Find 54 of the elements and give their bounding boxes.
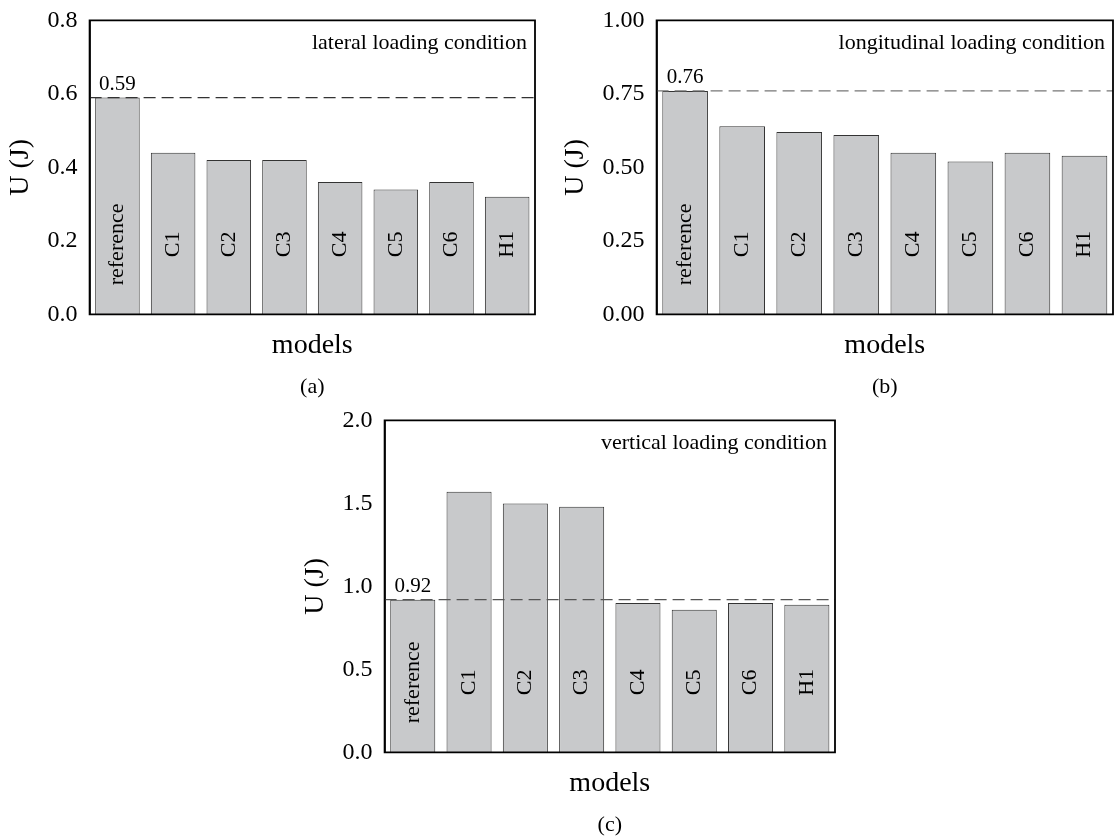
annotation: lateral loading condition [311,29,527,55]
x-tick-label: C3 [270,231,296,258]
y-tick-label: 0.4 [47,152,78,179]
y-tick-label: 0.50 [602,152,645,179]
y-axis-title: U (J) [298,558,330,615]
y-tick-label: 0.25 [602,226,645,253]
y-tick-label: 0.0 [47,299,78,326]
x-tick-label: C3 [567,669,593,696]
y-tick-label: 0.6 [47,79,78,106]
x-tick-label: H1 [792,668,818,696]
x-tick-label: C2 [511,669,537,696]
x-tick-label: reference [670,203,696,286]
x-tick-label: C1 [727,231,753,258]
x-tick-label: C3 [842,231,868,258]
y-axis-title: U (J) [558,139,590,196]
y-axis-title: U (J) [3,139,35,196]
x-tick-label: C6 [736,669,762,696]
x-tick-label: C1 [158,231,184,258]
y-tick-label: 0.5 [342,654,373,681]
x-tick-label: C4 [623,669,649,696]
x-tick-label: C5 [381,231,407,258]
x-tick-label: H1 [1070,230,1096,258]
x-tick-label: C1 [454,669,480,696]
x-tick-label: C6 [437,231,463,258]
y-tick-label: 1.00 [602,5,645,32]
text: (b) [871,372,898,398]
annotation: longitudinal loading condition [838,29,1105,55]
y-tick-label: 0.2 [47,226,78,253]
x-tick-label: C2 [214,231,240,258]
x-tick-label: C5 [680,669,706,696]
y-tick-label: 2.0 [342,405,373,432]
text: (c) [597,810,623,836]
x-tick-label: C5 [956,231,982,258]
data-label: 0.59 [99,70,136,95]
x-tick-label: C4 [325,231,351,258]
x-tick-label: C2 [785,231,811,258]
x-tick-label: reference [398,641,424,724]
x-tick-label: C6 [1013,231,1039,258]
x-axis-title: models [569,765,651,797]
y-tick-label: 0.0 [342,737,373,764]
y-tick-label: 0.00 [602,299,645,326]
annotation: vertical loading condition [600,429,827,455]
data-label: 0.92 [394,572,432,597]
data-label: 0.76 [666,63,704,88]
x-axis-title: models [844,327,926,359]
y-tick-label: 1.5 [342,488,373,515]
x-tick-label: H1 [492,230,518,258]
y-tick-label: 0.75 [602,79,645,106]
y-tick-label: 0.8 [47,5,78,32]
x-tick-label: C4 [899,231,925,258]
text: (a) [300,372,325,398]
x-axis-title: models [271,327,353,359]
y-tick-label: 1.0 [342,571,373,598]
x-tick-label: reference [103,203,129,286]
